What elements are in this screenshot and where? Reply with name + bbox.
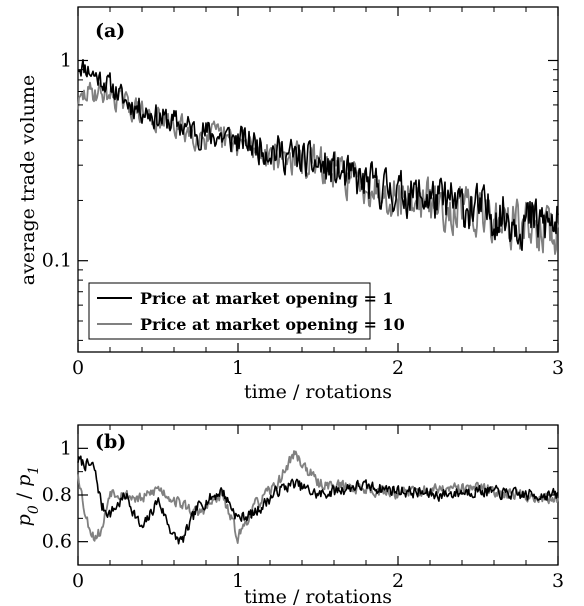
panel-a-x-tick-label: 1	[232, 357, 244, 379]
panel-a-y-axis-label: average trade volume	[17, 75, 39, 285]
panel-b-x-axis-label: time / rotations	[244, 586, 392, 606]
panel-a-series-group	[77, 58, 559, 256]
panel-a-frame	[77, 6, 559, 353]
panel-a-y-tick-label: 0.1	[42, 250, 72, 272]
panel-a-tag: (a)	[95, 20, 125, 42]
legend-label-series-1: Price at market opening = 1	[140, 289, 394, 308]
panel-a-x-tick-label: 3	[552, 357, 564, 379]
panel-b-y-tick-label: 0.6	[42, 531, 72, 553]
panel-b-x-tick-label: 3	[552, 570, 564, 592]
panel-a-ticks: 0 1 2 3 0.1 1	[42, 7, 564, 379]
panel-b-y-tick-label: 0.8	[42, 484, 72, 506]
panel-b-tag: (b)	[95, 431, 126, 453]
panel-b-series-group	[77, 450, 559, 545]
panel-b-series-2-line	[77, 450, 559, 544]
panel-b-x-tick-label: 2	[392, 570, 404, 592]
panel-b-series-1-line	[77, 455, 559, 545]
panel-a-series-1-line	[77, 58, 559, 251]
panel-b-x-tick-label: 0	[72, 570, 84, 592]
panel-a-x-tick-label: 2	[392, 357, 404, 379]
panel-a-series-2-line	[77, 81, 559, 256]
panel-a-y-tick-label: 1	[60, 49, 72, 71]
legend-label-series-2: Price at market opening = 10	[140, 315, 405, 334]
legend-box	[88, 282, 371, 340]
panel-b-x-tick-label: 1	[232, 570, 244, 592]
panel-b-y-axis-label: p0 / p1	[13, 466, 42, 527]
panel-a-x-axis-label: time / rotations	[244, 381, 392, 403]
panel-b-y-tick-label: 1	[60, 437, 72, 459]
panel-a: 0 1 2 3 0.1 1 (a) Price at market opening = 1…	[17, 6, 564, 403]
panel-a-x-tick-label: 0	[72, 357, 84, 379]
panel-b-ticks: 0 1 2 3 0.6 0.8 1	[42, 425, 564, 592]
panel-b: 0 1 2 3 0.6 0.8 1 (b) time / rotations p0 / p1	[13, 424, 564, 606]
legend: Price at market opening = 1 Price at mar…	[88, 282, 405, 340]
